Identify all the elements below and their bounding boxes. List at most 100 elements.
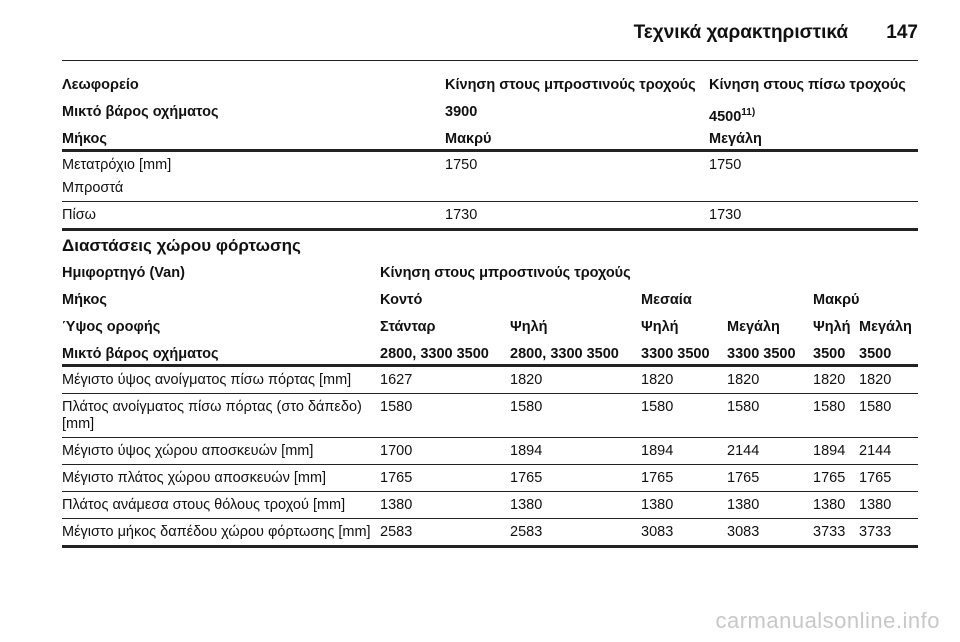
body-cell: 1380 — [380, 491, 510, 519]
body-cell: 1820 — [727, 365, 813, 394]
header-title: Τεχνικά χαρακτηριστικά — [633, 22, 848, 43]
header-cell: Ψηλή — [813, 319, 851, 335]
body-cell: Πλάτος ανοίγματος πίσω πόρτας (στο δάπεδ… — [62, 393, 380, 438]
body-cell: 1580 — [380, 393, 510, 438]
body-row: Μέγιστο ύψος χώρου αποσκευών [mm] 1700 189… — [62, 437, 919, 465]
cell-text: 1730 — [709, 207, 742, 223]
header-text: Μήκος — [62, 131, 107, 147]
body-cell: 3083 — [727, 518, 813, 548]
body-cell: 1580 — [510, 393, 641, 438]
header-text: Μικτό βάρος οχήματος — [62, 104, 219, 120]
header-cell: Ψηλή — [510, 319, 548, 335]
header-cell: 3900 — [445, 101, 709, 128]
body-cell: 3083 — [641, 518, 727, 548]
header-cell: Μικτό βάρος οχήματος — [62, 101, 445, 128]
header-text: Μεγάλη — [709, 131, 762, 147]
header-cell: Μεσαία — [641, 292, 692, 308]
header-cell: Μεγάλη — [709, 128, 918, 152]
header-row: Ημιφορτηγό (Van) Κίνηση στους μπροστινούς… — [62, 262, 918, 289]
header-cell: Μικτό βάρος οχήματος — [62, 343, 380, 367]
table-body: Ημιφορτηγό (Van) Κίνηση στους μπροστινούς… — [62, 262, 919, 548]
header-cell: Μεγάλη — [727, 319, 780, 335]
header-cell: Ύψος οροφής — [62, 319, 161, 335]
body-cell: 1820 — [510, 365, 641, 394]
body-cell: 1750 — [445, 150, 709, 202]
header-cell: Ημιφορτηγό (Van) — [62, 265, 185, 281]
header-cell: Μήκος — [62, 128, 445, 152]
body-cell: 2583 — [380, 518, 510, 548]
cell-text: 1750 — [709, 157, 742, 173]
body-cell: 1380 — [727, 491, 813, 519]
body-cell: Πλάτος ανάμεσα στους θόλους τροχού [mm] — [62, 491, 380, 519]
header-cell: Μεγάλη — [859, 319, 912, 335]
body-cell: Μέγιστο μήκος δαπέδου χώρου φόρτωσης [mm… — [62, 518, 380, 548]
body-cell: Πίσω — [62, 201, 445, 231]
track-table: Λεωφορείο Κίνηση στους μπροστινούς τροχού… — [62, 74, 918, 231]
body-row: Μέγιστο ύψος ανοίγματος πίσω πόρτας [mm]… — [62, 365, 919, 394]
header-text: Κίνηση στους πίσω τροχούς — [709, 77, 906, 93]
header-text: 3900 — [445, 104, 478, 120]
header-cell: 3300 3500 — [641, 343, 727, 367]
header-row: Μήκος Μακρύ Μεγάλη — [62, 128, 918, 152]
body-cell: 1580 — [727, 393, 813, 438]
header-cell: 2800, 3300 3500 — [510, 343, 641, 367]
body-row: Μέγιστο πλάτος χώρου αποσκευών [mm] 1765 1… — [62, 464, 919, 492]
body-row: Πλάτος ανάμεσα στους θόλους τροχού [mm] 1… — [62, 491, 919, 519]
cell-text: Μετατρόχιο [mm] — [62, 157, 172, 173]
header-cell: 2800, 3300 3500 — [380, 343, 510, 367]
body-cell: 1765 — [641, 464, 727, 492]
header-cell: Μακρύ — [445, 128, 709, 152]
cell-text: Πίσω — [62, 207, 96, 223]
page-number: 147 — [886, 22, 918, 43]
body-cell: 1730 — [709, 201, 918, 231]
header-cell: Μήκος — [62, 292, 107, 308]
cell-text: 1750 — [445, 157, 478, 173]
header-cell: Κοντό — [380, 292, 423, 308]
header-cell: Λεωφορείο — [62, 74, 445, 101]
body-cell: Μέγιστο ύψος ανοίγματος πίσω πόρτας [mm] — [62, 365, 380, 394]
body-cell: 1765 — [727, 464, 813, 492]
header-cell: 3500 — [859, 343, 919, 367]
body-cell: 3733 — [859, 518, 919, 548]
body-row: Πλάτος ανοίγματος πίσω πόρτας (στο δάπεδ… — [62, 393, 919, 438]
header-row: Μικτό βάρος οχήματος 2800, 3300 3500 2800,… — [62, 343, 919, 367]
cell-sublabel: Μπροστά — [62, 180, 124, 196]
table-body: Λεωφορείο Κίνηση στους μπροστινούς τροχού… — [62, 74, 918, 231]
watermark: carmanualsonline.info — [715, 608, 940, 633]
cargo-table: Ημιφορτηγό (Van) Κίνηση στους μπροστινούς… — [62, 262, 919, 548]
body-cell: 3733 — [813, 518, 859, 548]
header-cell: 3500 — [813, 343, 859, 367]
header-cell: 450011) — [709, 101, 918, 128]
header-cell: Κίνηση στους μπροστινούς τροχούς — [445, 74, 709, 101]
header-cell: Κίνηση στους πίσω τροχούς — [709, 74, 918, 101]
body-cell: 1580 — [813, 393, 859, 438]
header-row: Λεωφορείο Κίνηση στους μπροστινούς τροχού… — [62, 74, 918, 101]
page-header: Τεχνικά χαρακτηριστικά 147 — [62, 18, 918, 61]
body-cell: 1380 — [641, 491, 727, 519]
body-cell: 1380 — [859, 491, 919, 519]
body-cell: 1765 — [380, 464, 510, 492]
header-text: Λεωφορείο — [62, 77, 139, 93]
header-cell: Ψηλή — [641, 319, 679, 335]
body-cell: Μέγιστο ύψος χώρου αποσκευών [mm] — [62, 437, 380, 465]
cell-text: 1730 — [445, 207, 478, 223]
section-title: Διαστάσεις χώρου φόρτωσης — [62, 236, 301, 255]
body-cell: 2144 — [727, 437, 813, 465]
header-cell: 3300 3500 — [727, 343, 813, 367]
body-cell: 1765 — [510, 464, 641, 492]
body-cell: 2583 — [510, 518, 641, 548]
body-cell: 1380 — [813, 491, 859, 519]
body-row: Πίσω 1730 1730 — [62, 201, 918, 231]
body-cell: 1730 — [445, 201, 709, 231]
header-row: Ύψος οροφής Στάνταρ Ψηλή Ψηλή Μεγάλη Ψηλή Μεγά… — [62, 316, 918, 343]
body-cell: 2144 — [859, 437, 919, 465]
body-cell: 1894 — [813, 437, 859, 465]
body-cell: 1580 — [859, 393, 919, 438]
body-cell: 1380 — [510, 491, 641, 519]
body-cell: 1765 — [813, 464, 859, 492]
body-row: Μέγιστο μήκος δαπέδου χώρου φόρτωσης [mm… — [62, 518, 919, 548]
header-cell: Μακρύ — [813, 292, 860, 308]
header-text: 4500 — [709, 108, 742, 125]
